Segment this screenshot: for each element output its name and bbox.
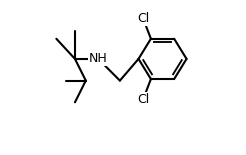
Text: Cl: Cl [137,12,149,25]
Text: NH: NH [89,52,108,65]
Text: Cl: Cl [137,93,149,106]
